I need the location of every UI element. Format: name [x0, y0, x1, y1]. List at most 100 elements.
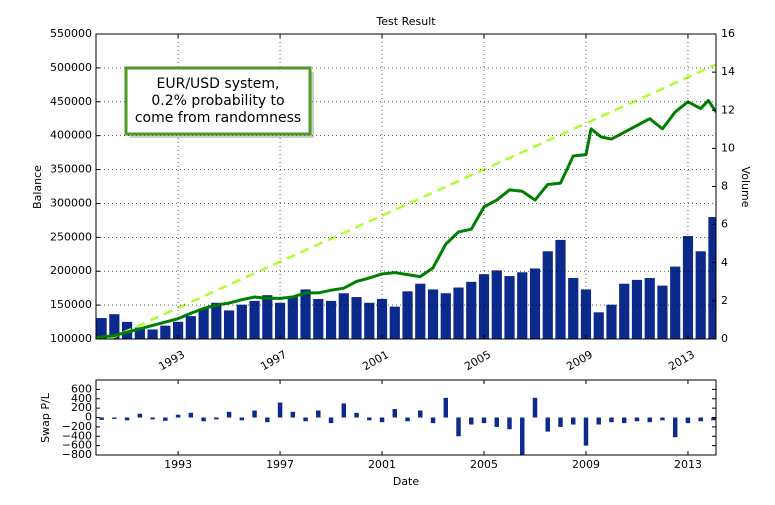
y2-tick-label: 2: [721, 294, 728, 307]
bar: [427, 289, 439, 339]
bar: [277, 402, 283, 418]
bar: [239, 417, 245, 421]
bar: [313, 298, 324, 339]
bar: [316, 410, 321, 418]
y-tick-label: 250000: [50, 230, 92, 243]
plot-area: 1993 1997 2001 2005 2009 2013 −800−600−400−200…: [62, 379, 717, 471]
bar: [430, 417, 436, 424]
bar: [351, 297, 362, 339]
bar: [672, 417, 678, 438]
bar: [621, 417, 627, 424]
bar: [440, 293, 451, 339]
annotation-line: come from randomness: [135, 110, 301, 126]
bar: [211, 302, 222, 339]
bar: [223, 310, 235, 339]
bar: [568, 278, 579, 339]
bar: [147, 329, 158, 339]
bar: [708, 217, 716, 339]
bar: [134, 327, 145, 339]
bar: [593, 312, 604, 339]
bar: [287, 297, 298, 339]
y-tick-label: 600: [71, 382, 92, 395]
y2-tick-label: 4: [721, 256, 728, 269]
bar: [274, 302, 286, 339]
annotation-box: EUR/USD system, 0.2% probability to come…: [124, 66, 314, 138]
y-tick-label: 200000: [50, 264, 92, 277]
bar: [188, 412, 194, 418]
bar: [137, 413, 143, 418]
y-tick-label: 500000: [50, 61, 92, 74]
bar: [456, 417, 461, 437]
bar: [325, 300, 337, 339]
y2-tick-label: 10: [721, 141, 735, 154]
bar: [175, 414, 181, 418]
bar: [443, 397, 449, 418]
bar: [657, 285, 668, 339]
bar: [453, 287, 464, 339]
y2-tick-label: 6: [721, 218, 728, 231]
y-tick-label: 550000: [50, 27, 92, 40]
y2-tick-label: 0: [721, 332, 728, 345]
plots: 1993 1997 2001 2005 2009 20131000001500002000…: [50, 27, 735, 471]
bar: [685, 417, 691, 424]
bar: [609, 417, 614, 423]
bar: [198, 308, 209, 339]
y-tick-label: 400000: [50, 129, 92, 142]
bar: [185, 316, 196, 339]
bar: [265, 417, 270, 423]
bar: [529, 268, 541, 339]
annotation-line: 0.2% probability to: [151, 93, 284, 109]
bar: [405, 417, 410, 422]
bar: [392, 409, 398, 418]
bar: [341, 403, 347, 418]
y-tick-label: 150000: [50, 298, 92, 311]
bar: [491, 270, 502, 339]
bar: [466, 281, 477, 339]
annotation-frame: [124, 66, 312, 136]
bar: [226, 411, 232, 418]
bar: [631, 279, 643, 339]
y-tick-label: 0: [85, 411, 92, 424]
y-tick-label: −600: [62, 439, 92, 452]
bar: [96, 318, 107, 339]
bar: [389, 306, 400, 339]
x-axis-label: Date: [393, 475, 420, 488]
y2-tick-label: 16: [721, 27, 735, 40]
bar: [290, 411, 296, 418]
y-tick-label: −800: [62, 448, 92, 461]
bar: [262, 295, 273, 339]
trend-line: [108, 63, 716, 339]
y-tick-label: 100000: [50, 332, 92, 345]
bar: [303, 417, 308, 422]
bar: [481, 417, 487, 424]
bar: [583, 417, 589, 446]
y-axis-label: Balance: [31, 165, 44, 209]
bar: [542, 251, 553, 339]
bar: [532, 397, 538, 418]
x-tick-label: 1997: [266, 458, 294, 471]
bar: [99, 417, 104, 420]
y2-tick-label: 12: [721, 103, 735, 116]
bar: [249, 300, 260, 339]
bar: [507, 417, 512, 430]
bar: [354, 412, 359, 418]
bar: [670, 266, 681, 339]
line: [96, 98, 716, 339]
bar: [647, 417, 652, 423]
plot-area: 1993 1997 2001 2005 2009 20131000001500002000…: [50, 27, 735, 373]
y-tick-label: −400: [62, 429, 92, 442]
bar: [160, 325, 171, 339]
x-tick-label: 2009: [572, 458, 600, 471]
data-layer: [99, 397, 716, 455]
bar: [214, 417, 219, 420]
annotation-line: EUR/USD system,: [157, 76, 280, 92]
y-tick-label: −200: [62, 420, 92, 433]
y-tick-label: 450000: [50, 95, 92, 108]
bar: [402, 291, 413, 339]
bar: [504, 276, 515, 339]
bar: [644, 278, 655, 339]
bar: [112, 417, 117, 419]
bar: [109, 314, 120, 339]
